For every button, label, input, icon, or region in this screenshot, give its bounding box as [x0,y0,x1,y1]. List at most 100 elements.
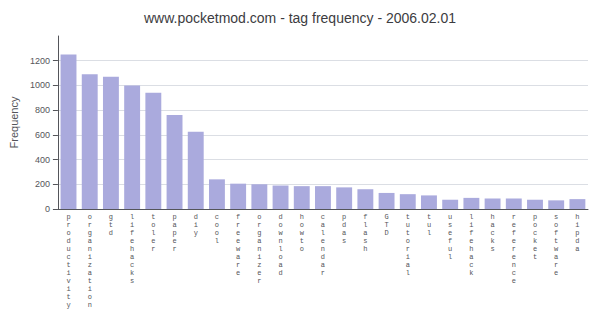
svg-text:e: e [130,237,134,245]
svg-text:s: s [342,237,346,245]
svg-text:a: a [406,261,410,269]
svg-text:T: T [384,221,388,229]
svg-text:a: a [257,237,261,245]
svg-text:i: i [130,221,134,229]
svg-text:l: l [427,229,431,237]
svg-text:a: a [88,237,92,245]
svg-text:d: d [109,229,113,237]
svg-text:n: n [88,301,92,309]
svg-text:g: g [257,229,261,237]
svg-text:o: o [88,213,92,221]
svg-text:e: e [448,229,452,237]
svg-text:l: l [448,253,452,261]
svg-text:l: l [406,269,410,277]
svg-text:s: s [448,221,452,229]
svg-text:s: s [490,245,494,253]
svg-text:o: o [88,293,92,301]
svg-text:r: r [66,221,70,229]
svg-text:r: r [512,213,516,221]
svg-text:l: l [278,245,282,253]
svg-text:k: k [490,237,494,245]
svg-text:c: c [533,229,537,237]
svg-text:a: a [554,253,558,261]
svg-text:w: w [236,245,241,253]
svg-text:r: r [512,245,516,253]
svg-text:r: r [257,221,261,229]
svg-text:h: h [130,245,134,253]
svg-text:d: d [278,269,282,277]
svg-text:www.pocketmod.com - tag freque: www.pocketmod.com - tag frequency - 2006… [143,10,456,26]
svg-text:g: g [88,229,92,237]
svg-text:k: k [469,269,473,277]
svg-text:i: i [88,253,92,261]
svg-text:p: p [342,213,346,221]
svg-text:e: e [321,237,325,245]
svg-text:0: 0 [45,204,50,214]
svg-text:t: t [406,229,410,237]
svg-text:f: f [130,229,134,237]
svg-text:d: d [278,213,282,221]
svg-text:o: o [554,221,558,229]
svg-text:r: r [172,245,176,253]
svg-text:f: f [512,229,516,237]
svg-text:y: y [194,229,198,237]
svg-text:1200: 1200 [30,56,50,66]
svg-text:d: d [575,237,579,245]
svg-text:e: e [257,269,261,277]
svg-text:400: 400 [35,155,50,165]
svg-text:w: w [554,245,559,253]
svg-text:c: c [490,229,494,237]
svg-text:Frequency: Frequency [8,96,20,148]
svg-text:u: u [66,245,70,253]
svg-text:e: e [469,237,473,245]
svg-text:g: g [109,213,113,221]
svg-text:p: p [66,213,70,221]
svg-text:k: k [533,237,537,245]
svg-text:t: t [554,237,558,245]
svg-text:a: a [490,221,494,229]
svg-text:l: l [363,221,367,229]
svg-text:c: c [321,213,325,221]
svg-text:t: t [66,261,70,269]
svg-text:i: i [88,285,92,293]
svg-text:r: r [236,261,240,269]
svg-text:a: a [575,245,579,253]
svg-text:n: n [512,261,516,269]
svg-text:D: D [384,229,388,237]
svg-text:e: e [512,277,516,285]
svg-text:r: r [321,269,325,277]
svg-text:u: u [406,221,410,229]
svg-text:s: s [130,277,134,285]
svg-text:f: f [363,213,367,221]
svg-text:i: i [66,269,70,277]
svg-text:y: y [66,301,70,309]
svg-text:l: l [151,229,155,237]
svg-text:o: o [257,213,261,221]
svg-text:o: o [151,221,155,229]
svg-text:e: e [236,229,240,237]
svg-text:i: i [257,253,261,261]
svg-text:t: t [109,221,113,229]
svg-text:h: h [490,213,494,221]
svg-text:i: i [575,221,579,229]
svg-text:a: a [342,229,346,237]
svg-text:c: c [512,269,516,277]
svg-text:u: u [448,213,452,221]
svg-text:c: c [130,261,134,269]
svg-text:c: c [469,261,473,269]
svg-text:r: r [151,245,155,253]
svg-text:t: t [406,213,410,221]
svg-text:t: t [88,277,92,285]
svg-text:r: r [236,221,240,229]
svg-text:i: i [406,253,410,261]
svg-text:s: s [554,213,558,221]
svg-text:e: e [236,269,240,277]
svg-text:a: a [469,253,473,261]
svg-text:p: p [172,229,176,237]
svg-text:o: o [300,245,304,253]
svg-text:w: w [278,229,283,237]
svg-text:i: i [194,221,198,229]
svg-text:h: h [575,213,579,221]
svg-text:n: n [257,245,261,253]
svg-text:a: a [236,253,240,261]
